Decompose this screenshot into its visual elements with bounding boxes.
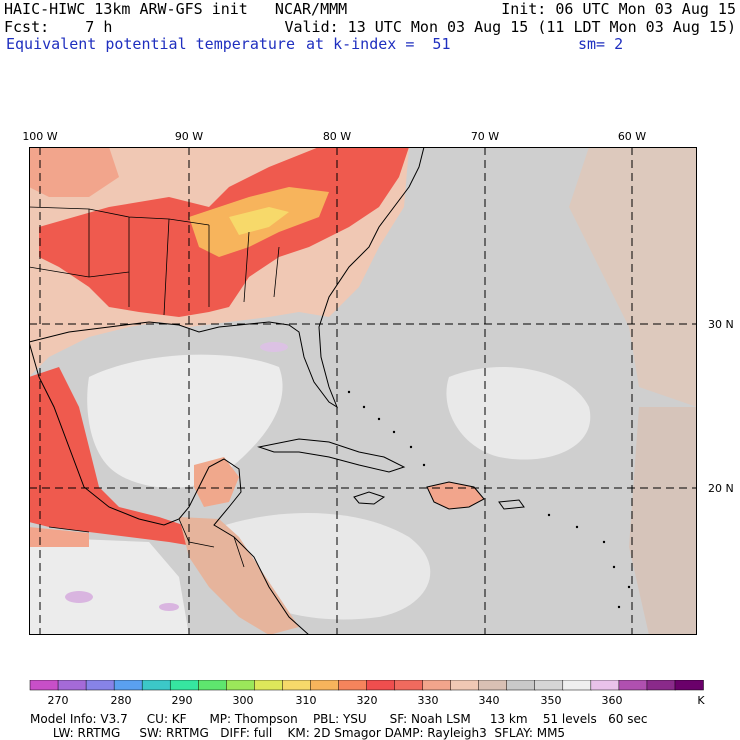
colorbar-cell [366,680,396,691]
coastlines [28,146,525,636]
tan-field-southeast [629,407,697,635]
lat-label-20n: 20 N [708,482,734,495]
lon-label-80w: 80 W [323,130,351,143]
model-title: HAIC-HIWC 13km ARW-GFS init NCAR/MMM [4,0,348,18]
model-info-line1: Model Info: V3.7 CU: KF MP: Thompson PBL… [30,712,648,726]
map-frame [29,147,697,635]
colorbar-tick-290: 290 [172,694,193,707]
field-name: Equivalent potential temperature [6,35,295,53]
level-index: at k-index = 51 [306,35,451,53]
colorbar-cell [618,680,648,691]
colorbar-cell [450,680,480,691]
lon-label-90w: 90 W [175,130,203,143]
yucatan-warm [194,457,239,507]
colorbar-tick-360: 360 [602,694,623,707]
colorbar-tick-340: 340 [479,694,500,707]
colorbar-unit: K [697,694,705,707]
gulf-white-region [87,354,283,488]
lavender-spot-3 [260,342,288,352]
forecast-hour: Fcst: 7 h [4,18,113,36]
colorbar-tick-280: 280 [111,694,132,707]
us-gulf-atlantic-coastline [28,146,425,409]
colorbar-cells [29,680,704,691]
colorbar: 270 280 290 300 310 320 330 340 350 360 … [29,680,706,707]
colorbar-tick-330: 330 [418,694,439,707]
colorbar-cell [141,680,171,691]
colorbar-cell [478,680,508,691]
colorbar-cell [198,680,228,691]
colorbar-cell [422,680,452,691]
colorbar-cell [562,680,592,691]
colorbar-ticks: 270 280 290 300 310 320 330 340 350 360 … [48,694,706,707]
jamaica-outline [353,491,386,505]
colorbar-cell [674,680,704,691]
central-america-tan [179,517,299,635]
colorbar-cell [310,680,340,691]
theta-e-map [28,146,697,636]
colorbar-cell [57,680,87,691]
colorbar-cell [646,680,676,691]
model-info-line2: LW: RRTMG SW: RRTMG DIFF: full KM: 2D Sm… [30,726,566,740]
colorbar-cell [113,680,143,691]
pacific-white-region [29,537,189,635]
hispaniola-outline [426,481,485,510]
colorbar-cell [338,680,368,691]
colorbar-cell [506,680,536,691]
valid-time: Valid: 13 UTC Mon 03 Aug 15 (11 LDT Mon … [284,18,736,36]
colorbar-cell [85,680,115,691]
colorbar-cell [29,680,59,691]
map-panel [28,146,697,636]
init-time: Init: 06 UTC Mon 03 Aug 15 [501,0,736,18]
island-dots [347,390,631,609]
mexico-central-america-coastline [28,341,310,636]
colorbar-tick-300: 300 [233,694,254,707]
colorbar-cell [282,680,312,691]
colorbar-cell [590,680,620,691]
tan-field-east [569,147,697,407]
lavender-spot-2 [159,603,179,611]
lon-label-100w: 100 W [22,130,57,143]
lon-label-60w: 60 W [618,130,646,143]
lon-label-70w: 70 W [471,130,499,143]
colorbar-cell [254,680,284,691]
graticule [29,147,697,635]
colorbar-cell [534,680,564,691]
colorbar-cell [226,680,256,691]
smoothing: sm= 2 [578,35,624,53]
mexico-red-region [29,367,199,547]
salmon-northwest [29,147,119,197]
atlantic-white-region [446,367,591,460]
lat-label-30n: 30 N [708,318,734,331]
colorbar-tick-350: 350 [541,694,562,707]
colorbar-tick-320: 320 [357,694,378,707]
colorbar-tick-310: 310 [296,694,317,707]
hispaniola-warm [427,482,484,509]
mexico-salmon-band [29,527,89,547]
lavender-spot-1 [65,591,93,603]
yellow-core-region [229,207,289,235]
us-state-borders [28,206,280,316]
puerto-rico-outline [498,499,525,510]
colorbar-cell [169,680,200,691]
cuba-outline [257,438,406,473]
colorbar-tick-270: 270 [48,694,69,707]
colorbar-cell [394,680,424,691]
